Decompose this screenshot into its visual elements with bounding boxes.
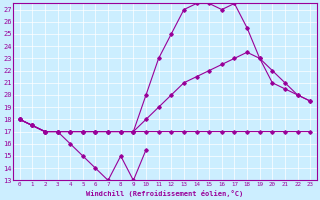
X-axis label: Windchill (Refroidissement éolien,°C): Windchill (Refroidissement éolien,°C) xyxy=(86,190,244,197)
